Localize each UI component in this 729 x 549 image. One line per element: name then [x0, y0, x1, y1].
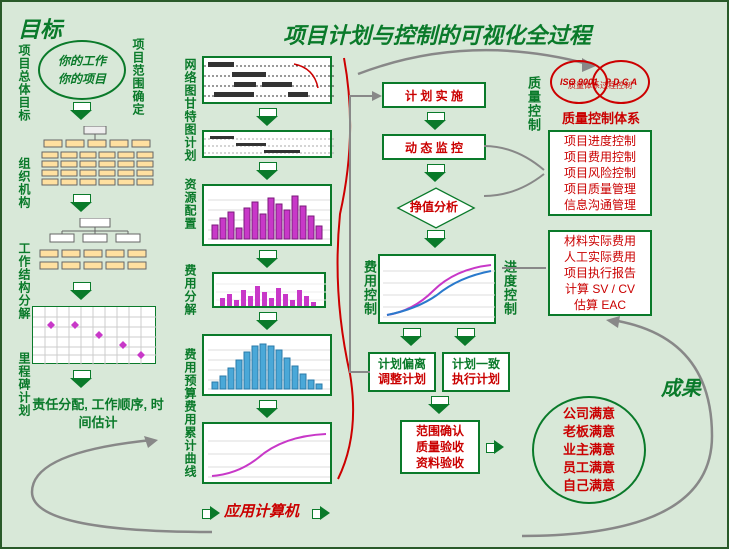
bottom-left-label: 责任分配, 工作顺序, 时间估计	[28, 396, 168, 432]
arrow-icon	[400, 328, 422, 346]
mid-label-scurve: 费用预算费用累计曲线	[182, 348, 199, 478]
compute-label: 应用计算机	[224, 500, 299, 521]
arrow-icon	[70, 194, 92, 212]
label-org: 组织机构	[16, 157, 33, 209]
ring-line1: 你的工作	[58, 52, 106, 70]
ring-line2: 你的项目	[58, 70, 106, 88]
arrow-icon	[70, 102, 92, 120]
gantt2-chart	[202, 130, 332, 158]
flow-plan-box: 计 划 实 施	[382, 82, 486, 108]
mid-label-gantt: 网络图甘特图计划	[182, 58, 199, 162]
loopback-icon	[342, 86, 382, 376]
resource-chart	[202, 184, 332, 246]
goal-heading: 目标	[18, 12, 62, 44]
connector-icon	[480, 142, 550, 222]
qc-block2: 材料实际费用人工实际费用项目执行报告计算 SV / CV估算 EAC	[548, 230, 652, 316]
arrow-icon	[454, 328, 476, 346]
arrow-icon	[70, 370, 92, 388]
evm-diamond: 挣值分析	[396, 186, 472, 226]
histogram-chart	[202, 334, 332, 396]
final-box: 范围确认 质量验收 资料验收	[400, 420, 480, 474]
arrow-icon	[256, 250, 278, 268]
consistent-box: 计划一致执行计划	[442, 352, 510, 392]
arrow-icon	[428, 396, 450, 414]
goal-ring: 你的工作 你的项目	[38, 40, 126, 100]
connector-icon	[498, 252, 550, 292]
qc-block1: 项目进度控制项目费用控制项目风险控制项目质量管理信息沟通管理	[548, 130, 652, 216]
ev-chart	[378, 254, 496, 324]
qc-sys-label: 质量控制体系	[562, 108, 640, 127]
milestone-chart	[32, 306, 156, 364]
qc-label: 质量控制	[524, 76, 543, 132]
arrow-icon	[256, 162, 278, 180]
cost-chart	[212, 272, 326, 308]
flow-monitor-box: 动 态 监 控	[382, 134, 486, 160]
mid-label-res: 资源配置	[182, 178, 199, 230]
scurve-chart	[202, 422, 332, 484]
arrow-icon	[256, 312, 278, 330]
label-overall-goal: 项目总体目标	[16, 44, 33, 122]
arrow-icon	[256, 400, 278, 418]
arrow-icon	[424, 230, 446, 248]
loop-right-icon	[512, 316, 722, 546]
iso-text: 质量体系过程控制	[568, 80, 632, 91]
arrow-icon	[486, 440, 504, 454]
label-wbs: 工作结构分解	[16, 242, 33, 320]
arrow-icon	[424, 112, 446, 130]
arrow-icon	[424, 164, 446, 182]
gantt-chart	[202, 56, 332, 104]
arrow-icon	[312, 506, 330, 520]
org-chart	[36, 126, 154, 188]
mid-label-cost: 费用分解	[182, 264, 199, 316]
scope-label: 项目范围确定	[130, 38, 147, 116]
arrow-icon	[70, 282, 92, 300]
arrow-icon	[256, 108, 278, 126]
arrow-icon	[202, 506, 220, 520]
wbs-chart	[36, 218, 154, 276]
